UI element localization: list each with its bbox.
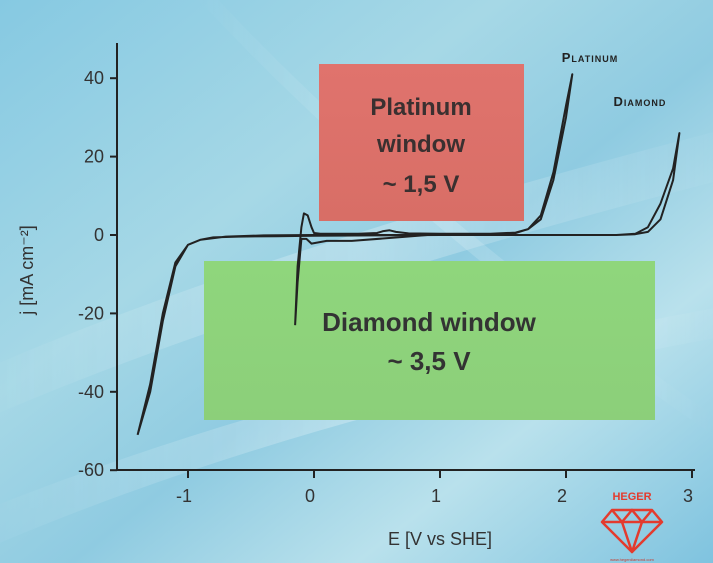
heger-logo: HEGER www.hegerdiamond.com [600,491,664,562]
logo-subtext: www.hegerdiamond.com [610,557,654,562]
diamond-curve [136,132,681,436]
diamond-window-line1: Diamond window [322,307,537,337]
platinum-curve-label: Platinum [562,50,619,65]
logo-text: HEGER [612,491,651,503]
platinum-window-line3: ~ 1,5 V [383,171,460,198]
y-axis-label: j [mA cm⁻²] [17,225,37,316]
x-ticks: -1 0 1 2 3 [176,470,693,506]
diamond-window-line2: ~ 3,5 V [387,346,471,376]
x-tick-label: 1 [431,486,441,506]
platinum-curve [294,73,574,326]
x-tick-label: 0 [305,486,315,506]
diamond-window-box [204,261,655,420]
y-tick-label: 40 [84,68,104,88]
y-tick-label: -60 [78,460,104,480]
x-tick-label: 3 [683,486,693,506]
axes [116,43,695,471]
y-tick-label: -40 [78,382,104,402]
y-tick-label: 0 [94,225,104,245]
x-tick-label: -1 [176,486,192,506]
y-ticks: 40 20 0 -20 -40 -60 [78,68,117,480]
diamond-logo-icon [600,508,664,554]
x-axis-label: E [V vs SHE] [388,529,492,549]
y-tick-label: -20 [78,303,104,323]
x-tick-label: 2 [557,486,567,506]
platinum-window-line2: window [376,131,465,158]
platinum-window-box [319,64,524,221]
platinum-window-line1: Platinum [370,94,471,121]
curves [136,73,681,436]
y-tick-label: 20 [84,147,104,167]
diamond-curve-label: Diamond [614,94,667,109]
